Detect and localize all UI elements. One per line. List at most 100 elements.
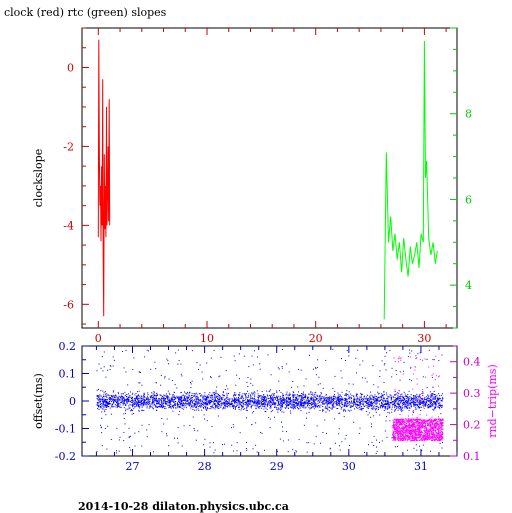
roundtrip-point xyxy=(410,434,411,435)
offset-point xyxy=(138,382,139,383)
offset-point xyxy=(311,402,312,403)
offset-point xyxy=(113,392,114,393)
offset-point xyxy=(371,402,372,403)
offset-point xyxy=(207,408,208,409)
offset-point xyxy=(189,395,190,396)
offset-point xyxy=(346,403,347,404)
offset-point xyxy=(227,401,228,402)
offset-point xyxy=(99,394,100,395)
offset-point xyxy=(150,397,151,398)
offset-point xyxy=(368,402,369,403)
offset-point xyxy=(102,408,103,409)
offset-point xyxy=(168,391,169,392)
offset-point xyxy=(413,399,414,400)
offset-point xyxy=(194,428,195,429)
offset-point xyxy=(341,407,342,408)
offset-point xyxy=(395,397,396,398)
offset-point xyxy=(177,397,178,398)
offset-point xyxy=(103,394,104,395)
offset-point xyxy=(161,395,162,396)
roundtrip-point xyxy=(432,421,433,422)
offset-point xyxy=(327,401,328,402)
offset-point xyxy=(124,399,125,400)
roundtrip-point xyxy=(434,435,435,436)
offset-point xyxy=(411,399,412,400)
offset-point xyxy=(161,406,162,407)
offset-point xyxy=(123,393,124,394)
offset-point xyxy=(196,393,197,394)
offset-point xyxy=(196,398,197,399)
offset-point xyxy=(240,432,241,433)
offset-point xyxy=(328,397,329,398)
offset-point xyxy=(275,398,276,399)
offset-point xyxy=(194,406,195,407)
offset-point xyxy=(143,405,144,406)
offset-point xyxy=(387,408,388,409)
offset-point xyxy=(401,408,402,409)
offset-point xyxy=(384,404,385,405)
offset-point xyxy=(163,395,164,396)
offset-point xyxy=(113,395,114,396)
offset-point xyxy=(354,398,355,399)
offset-point xyxy=(282,426,283,427)
offset-point xyxy=(198,406,199,407)
offset-point xyxy=(147,398,148,399)
offset-point xyxy=(292,407,293,408)
offset-point xyxy=(226,370,227,371)
offset-point xyxy=(187,396,188,397)
offset-point xyxy=(136,402,137,403)
offset-point xyxy=(213,404,214,405)
offset-point xyxy=(268,401,269,402)
offset-point xyxy=(173,401,174,402)
offset-point xyxy=(332,409,333,410)
offset-point xyxy=(141,398,142,399)
offset-point xyxy=(256,400,257,401)
offset-point xyxy=(432,399,433,400)
offset-point xyxy=(425,399,426,400)
offset-point xyxy=(111,401,112,402)
offset-point xyxy=(143,401,144,402)
offset-point xyxy=(133,413,134,414)
offset-point xyxy=(152,399,153,400)
offset-point xyxy=(411,406,412,407)
offset-point xyxy=(268,398,269,399)
offset-point xyxy=(167,405,168,406)
offset-point xyxy=(367,402,368,403)
offset-point xyxy=(353,422,354,423)
offset-point xyxy=(130,408,131,409)
offset-point xyxy=(301,393,302,394)
offset-point xyxy=(340,395,341,396)
offset-point xyxy=(129,437,130,438)
offset-point xyxy=(128,399,129,400)
roundtrip-point xyxy=(410,439,411,440)
offset-point xyxy=(104,352,105,353)
offset-point xyxy=(315,367,316,368)
offset-point xyxy=(286,406,287,407)
offset-point xyxy=(220,406,221,407)
offset-point xyxy=(107,426,108,427)
offset-point xyxy=(325,408,326,409)
offset-point xyxy=(359,364,360,365)
offset-point xyxy=(294,395,295,396)
offset-point xyxy=(344,402,345,403)
offset-point xyxy=(276,409,277,410)
offset-point xyxy=(278,381,279,382)
offset-point xyxy=(419,407,420,408)
offset-point xyxy=(203,395,204,396)
roundtrip-point xyxy=(416,426,417,427)
offset-point xyxy=(214,394,215,395)
roundtrip-point xyxy=(401,434,402,435)
offset-point xyxy=(320,410,321,411)
offset-point xyxy=(150,406,151,407)
roundtrip-point xyxy=(421,422,422,423)
offset-point xyxy=(313,406,314,407)
offset-point xyxy=(104,392,105,393)
offset-point xyxy=(433,410,434,411)
offset-point xyxy=(232,403,233,404)
offset-point xyxy=(296,451,297,452)
offset-point xyxy=(230,399,231,400)
offset-point xyxy=(206,401,207,402)
offset-point xyxy=(178,442,179,443)
offset-point xyxy=(170,402,171,403)
offset-point xyxy=(267,395,268,396)
